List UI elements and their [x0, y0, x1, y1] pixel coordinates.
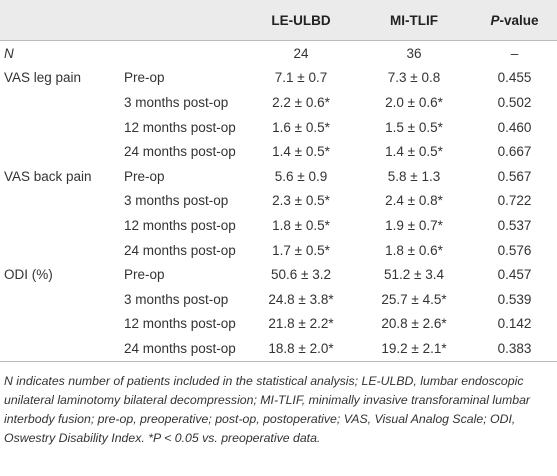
row-label: Pre-op — [124, 70, 165, 86]
cell: 18.8 ± 2.0* — [246, 336, 356, 362]
cell: 5.6 ± 0.9 — [274, 168, 328, 184]
row-group-blank — [0, 90, 124, 115]
cell: 1.5 ± 0.5* — [385, 119, 443, 135]
cell: 2.4 ± 0.8* — [385, 193, 443, 209]
cell: 0.502 — [497, 94, 532, 110]
cell: 1.8 ± 0.6* — [385, 242, 443, 258]
header-row: LE-ULBD MI-TLIF P-value — [0, 0, 557, 41]
cell: 1.8 ± 0.5* — [272, 217, 330, 233]
data-row: 24 months post-op 18.8 ± 2.0* 19.2 ± 2.1* 0… — [0, 336, 557, 362]
cell: 24 — [293, 45, 309, 61]
column-header: P-value — [472, 0, 557, 41]
cell: 7.1 ± 0.7 — [274, 70, 328, 86]
row-group-blank — [0, 312, 124, 337]
cell: 0.576 — [497, 242, 532, 258]
header-blank — [124, 0, 246, 41]
row-label: 3 months post-op — [124, 291, 229, 307]
data-row: 3 months post-op 2.2 ± 0.6* 2.0 ± 0.6* 0.50… — [0, 90, 557, 115]
data-row: ODI (%) Pre-op 50.6 ± 3.2 51.2 ± 3.4 0.457 — [0, 262, 557, 287]
footnote: N indicates number of patients included … — [4, 373, 531, 446]
row-group: VAS leg pain — [4, 70, 82, 86]
row-group-blank — [0, 189, 124, 214]
row-group: N — [4, 45, 14, 61]
cell: 0.457 — [497, 267, 532, 283]
data-row: VAS leg pain Pre-op 7.1 ± 0.7 7.3 ± 0.8 0.45… — [0, 66, 557, 91]
cell: 1.9 ± 0.7* — [385, 217, 443, 233]
column-header: LE-ULBD — [246, 0, 356, 41]
cell: 0.567 — [497, 168, 532, 184]
cell: 2.3 ± 0.5* — [272, 193, 330, 209]
data-row: 24 months post-op 1.7 ± 0.5* 1.8 ± 0.6* 0.5… — [0, 238, 557, 263]
table-body: N 24 36 – VAS leg pain Pre-op 7.1 ± 0.7 7.3 ± 0… — [0, 41, 557, 362]
cell: 1.7 ± 0.5* — [272, 242, 330, 258]
cell: 0.722 — [497, 193, 532, 209]
row-group-blank — [0, 238, 124, 263]
cell: 1.6 ± 0.5* — [272, 119, 330, 135]
row-label: 24 months post-op — [124, 336, 246, 362]
cell: 2.2 ± 0.6* — [272, 94, 330, 110]
cell: 36 — [406, 45, 422, 61]
cell: 0.460 — [497, 119, 532, 135]
data-row: 3 months post-op 2.3 ± 0.5* 2.4 ± 0.8* 0.72… — [0, 189, 557, 214]
column-header: MI-TLIF — [356, 0, 472, 41]
row-label: 12 months post-op — [124, 119, 236, 135]
row-group: VAS back pain — [4, 168, 92, 184]
cell: 1.4 ± 0.5* — [385, 144, 443, 160]
row-group-blank — [0, 336, 124, 362]
cell: 0.667 — [497, 144, 532, 160]
cell: 20.8 ± 2.6* — [381, 316, 447, 332]
row-label: 3 months post-op — [124, 94, 229, 110]
cell: 5.8 ± 1.3 — [387, 168, 441, 184]
row-label: Pre-op — [124, 168, 165, 184]
cell: 0.455 — [497, 70, 532, 86]
row-label: 24 months post-op — [124, 242, 236, 258]
data-row: 12 months post-op 21.8 ± 2.2* 20.8 ± 2.6* 0… — [0, 312, 557, 337]
cell: 0.539 — [497, 291, 532, 307]
cell: 50.6 ± 3.2 — [271, 267, 331, 283]
row-label: 24 months post-op — [124, 144, 236, 160]
row-label: Pre-op — [124, 267, 165, 283]
cell: 1.4 ± 0.5* — [272, 144, 330, 160]
row-label: 3 months post-op — [124, 193, 229, 209]
row-group-blank — [0, 287, 124, 312]
cell: – — [510, 45, 519, 61]
cell: 24.8 ± 3.8* — [268, 291, 334, 307]
data-row: VAS back pain Pre-op 5.6 ± 0.9 5.8 ± 1.3 0.5… — [0, 164, 557, 189]
data-row: 24 months post-op 1.4 ± 0.5* 1.4 ± 0.5* 0.6… — [0, 139, 557, 164]
cell: 2.0 ± 0.6* — [385, 94, 443, 110]
cell: 0.142 — [497, 316, 532, 332]
cell: 7.3 ± 0.8 — [387, 70, 441, 86]
row-group: ODI (%) — [4, 267, 53, 283]
header-blank — [0, 0, 124, 41]
cell: 51.2 ± 3.4 — [384, 267, 444, 283]
row-group-blank — [0, 139, 124, 164]
data-table: LE-ULBD MI-TLIF P-value N 24 36 – VAS leg pain… — [0, 0, 557, 362]
cell: 0.537 — [497, 217, 532, 233]
row-label — [124, 41, 246, 66]
data-row: 3 months post-op 24.8 ± 3.8* 25.7 ± 4.5* 0.… — [0, 287, 557, 312]
data-row: 12 months post-op 1.8 ± 0.5* 1.9 ± 0.7* 0.5… — [0, 213, 557, 238]
row-group-blank — [0, 115, 124, 140]
cell: 21.8 ± 2.2* — [268, 316, 334, 332]
row-group-blank — [0, 213, 124, 238]
data-row: 12 months post-op 1.6 ± 0.5* 1.5 ± 0.5* 0.4… — [0, 115, 557, 140]
row-label: 12 months post-op — [124, 217, 236, 233]
n-row: N 24 36 – — [0, 41, 557, 66]
cell: 25.7 ± 4.5* — [381, 291, 447, 307]
row-label: 12 months post-op — [124, 316, 236, 332]
cell: 0.383 — [472, 336, 557, 362]
cell: 19.2 ± 2.1* — [356, 336, 472, 362]
